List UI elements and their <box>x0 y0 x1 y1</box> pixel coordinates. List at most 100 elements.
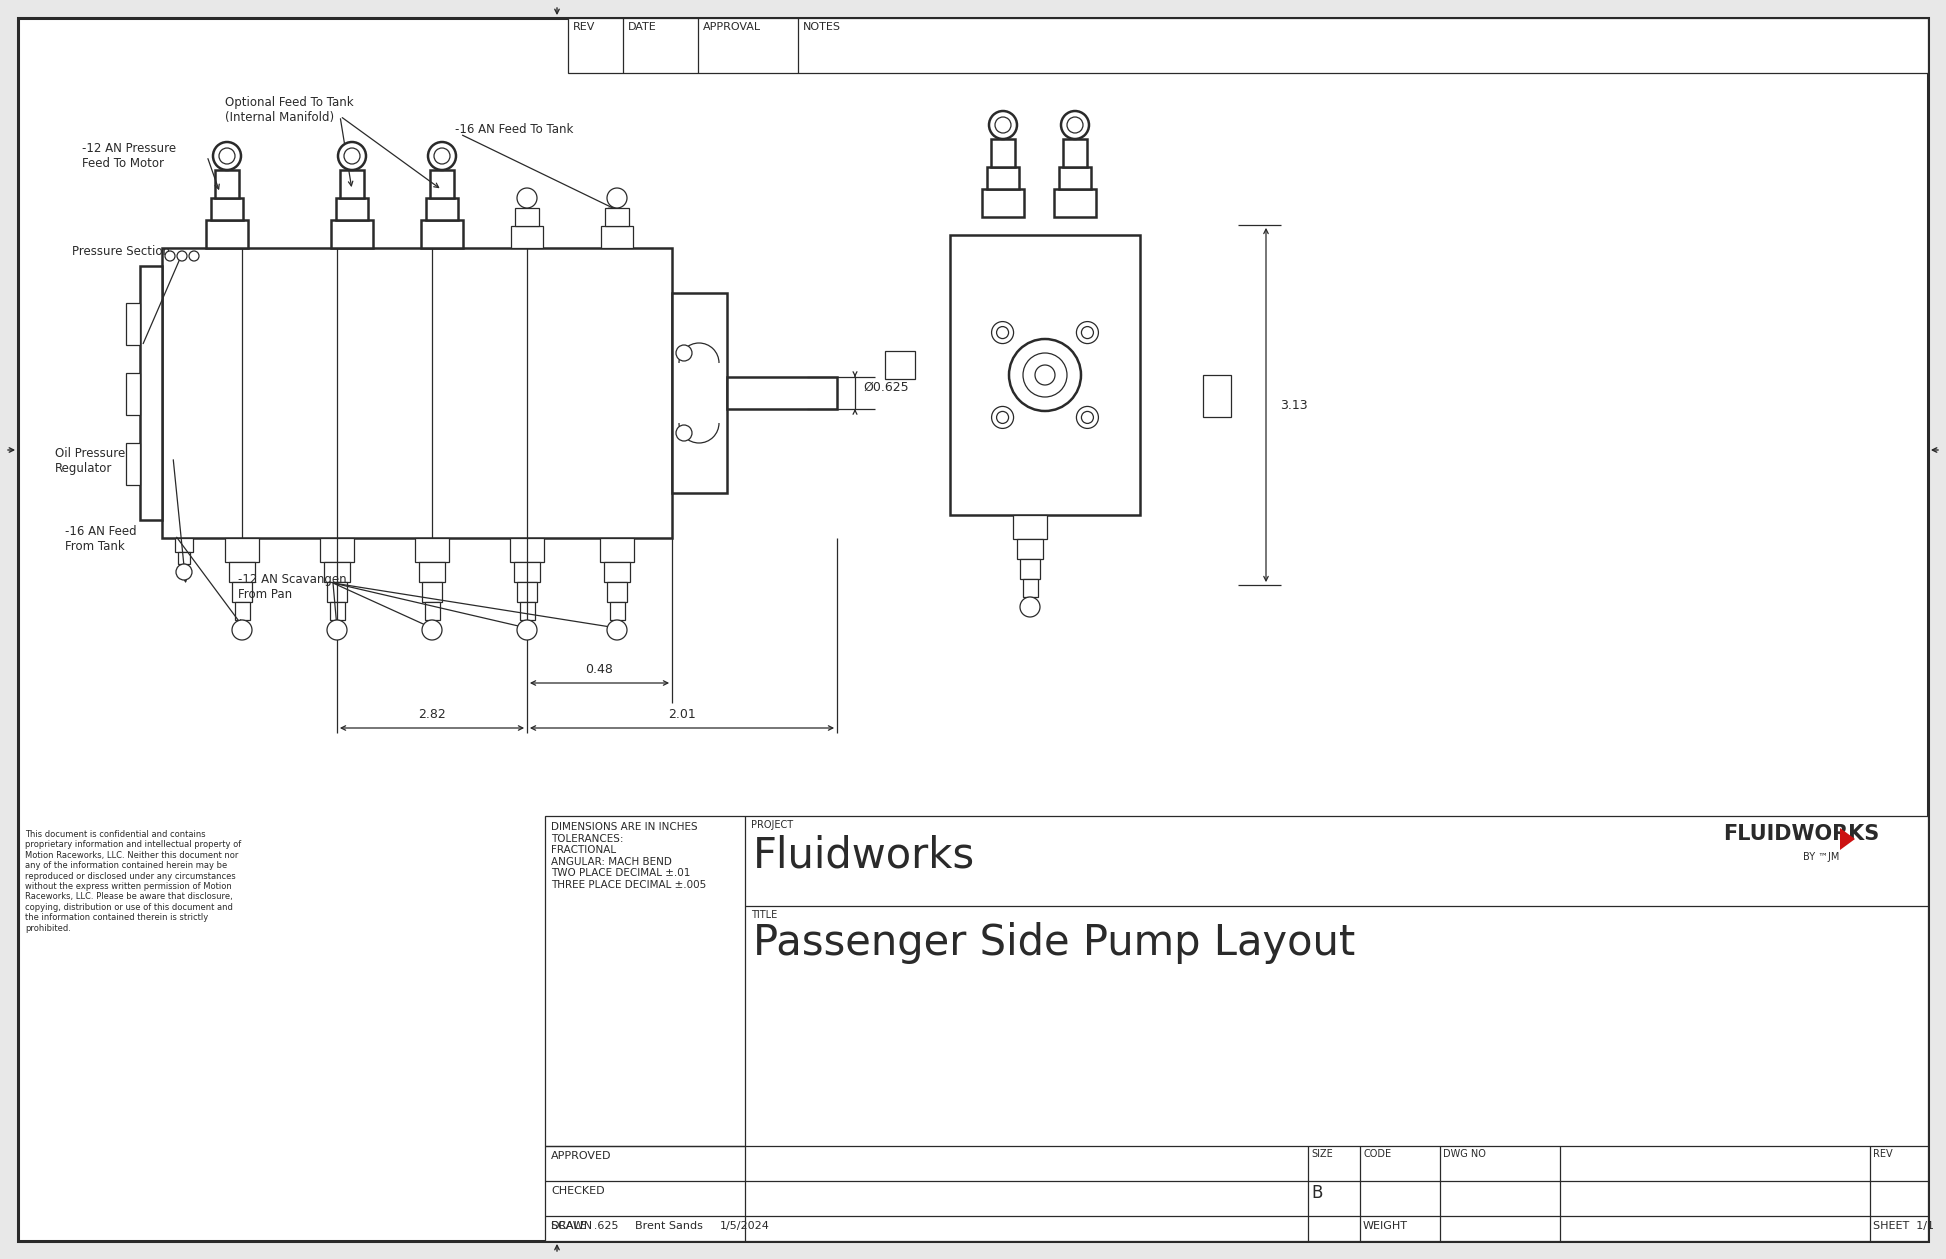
Bar <box>671 293 728 494</box>
Bar <box>1055 189 1096 217</box>
Circle shape <box>996 412 1008 423</box>
Bar <box>420 220 463 248</box>
Text: REV: REV <box>1872 1149 1893 1160</box>
Text: Fluidworks: Fluidworks <box>753 833 975 876</box>
Circle shape <box>1035 365 1055 385</box>
Circle shape <box>1082 326 1094 339</box>
Bar <box>932 225 1158 515</box>
Text: TITLE: TITLE <box>751 910 776 920</box>
Circle shape <box>165 251 175 261</box>
Circle shape <box>994 117 1012 133</box>
Text: BY ™JM: BY ™JM <box>1804 852 1839 862</box>
Text: SIZE: SIZE <box>1312 1149 1333 1160</box>
Text: -16 AN Feed To Tank: -16 AN Feed To Tank <box>455 123 574 136</box>
Bar <box>422 582 442 602</box>
Text: Passenger Side Pump Layout: Passenger Side Pump Layout <box>753 922 1354 964</box>
Text: Brent Sands: Brent Sands <box>634 1221 703 1231</box>
Bar <box>983 189 1024 217</box>
Bar <box>605 208 629 227</box>
Circle shape <box>1076 407 1098 428</box>
Circle shape <box>675 345 693 361</box>
Bar <box>235 602 249 619</box>
Circle shape <box>992 407 1014 428</box>
Text: 0.48: 0.48 <box>586 662 613 676</box>
Circle shape <box>177 251 187 261</box>
Text: -12 AN Scavangen
From Pan: -12 AN Scavangen From Pan <box>237 573 346 601</box>
Circle shape <box>212 142 241 170</box>
Text: FLUIDWORKS: FLUIDWORKS <box>1722 823 1880 844</box>
Circle shape <box>607 619 627 640</box>
Circle shape <box>1066 117 1084 133</box>
Circle shape <box>996 326 1008 339</box>
Bar <box>950 235 1140 515</box>
Circle shape <box>1076 321 1098 344</box>
Bar <box>414 538 450 562</box>
Text: APPROVAL: APPROVAL <box>703 21 761 31</box>
Bar <box>140 266 162 520</box>
Bar <box>319 538 354 562</box>
Bar <box>514 562 539 582</box>
Circle shape <box>1020 597 1039 617</box>
Bar <box>1024 579 1037 597</box>
Circle shape <box>434 149 450 164</box>
Circle shape <box>1061 111 1090 138</box>
Bar <box>341 170 364 198</box>
Text: Pressure Section: Pressure Section <box>72 246 169 258</box>
Text: -16 AN Feed
From Tank: -16 AN Feed From Tank <box>64 525 136 553</box>
Bar <box>987 167 1020 189</box>
Circle shape <box>175 564 193 580</box>
Circle shape <box>1008 339 1080 410</box>
Bar <box>331 220 374 248</box>
Text: SCALE  .625: SCALE .625 <box>551 1221 619 1231</box>
Text: APPROVED: APPROVED <box>551 1151 611 1161</box>
Bar <box>510 538 545 562</box>
Bar <box>1014 515 1047 539</box>
Bar <box>512 227 543 248</box>
Text: Oil Pressure
Regulator: Oil Pressure Regulator <box>54 447 125 475</box>
Text: REV: REV <box>572 21 595 31</box>
Bar <box>609 602 625 619</box>
Bar <box>599 538 634 562</box>
Bar <box>1020 559 1039 579</box>
Text: DATE: DATE <box>629 21 656 31</box>
Circle shape <box>1082 412 1094 423</box>
Polygon shape <box>1158 325 1238 585</box>
Circle shape <box>607 188 627 208</box>
Bar <box>323 562 350 582</box>
Bar <box>424 602 440 619</box>
Circle shape <box>344 149 360 164</box>
Bar <box>418 562 446 582</box>
Bar <box>126 303 140 345</box>
Polygon shape <box>1841 828 1855 850</box>
Bar <box>232 582 251 602</box>
Circle shape <box>422 619 442 640</box>
Bar <box>175 538 193 551</box>
Bar <box>210 198 243 220</box>
Bar <box>177 551 191 564</box>
Circle shape <box>339 142 366 170</box>
Text: CODE: CODE <box>1362 1149 1391 1160</box>
Bar <box>1203 375 1232 417</box>
Bar <box>607 582 627 602</box>
Circle shape <box>989 111 1018 138</box>
Circle shape <box>1024 353 1066 397</box>
Text: WEIGHT: WEIGHT <box>1362 1221 1409 1231</box>
Circle shape <box>220 149 235 164</box>
Bar <box>601 227 632 248</box>
Bar <box>331 602 344 619</box>
Bar <box>226 538 259 562</box>
Text: Ø0.625: Ø0.625 <box>862 380 909 394</box>
Bar <box>1059 167 1092 189</box>
Bar <box>520 602 535 619</box>
Bar <box>1063 138 1088 167</box>
Bar <box>206 220 247 248</box>
Bar <box>327 582 346 602</box>
Circle shape <box>518 188 537 208</box>
Text: CHECKED: CHECKED <box>551 1186 605 1196</box>
Text: This document is confidential and contains
proprietary information and intellect: This document is confidential and contai… <box>25 830 241 933</box>
Circle shape <box>675 426 693 441</box>
Bar <box>214 170 239 198</box>
Bar <box>126 443 140 485</box>
Text: -12 AN Pressure
Feed To Motor: -12 AN Pressure Feed To Motor <box>82 142 177 170</box>
Text: 1/5/2024: 1/5/2024 <box>720 1221 771 1231</box>
